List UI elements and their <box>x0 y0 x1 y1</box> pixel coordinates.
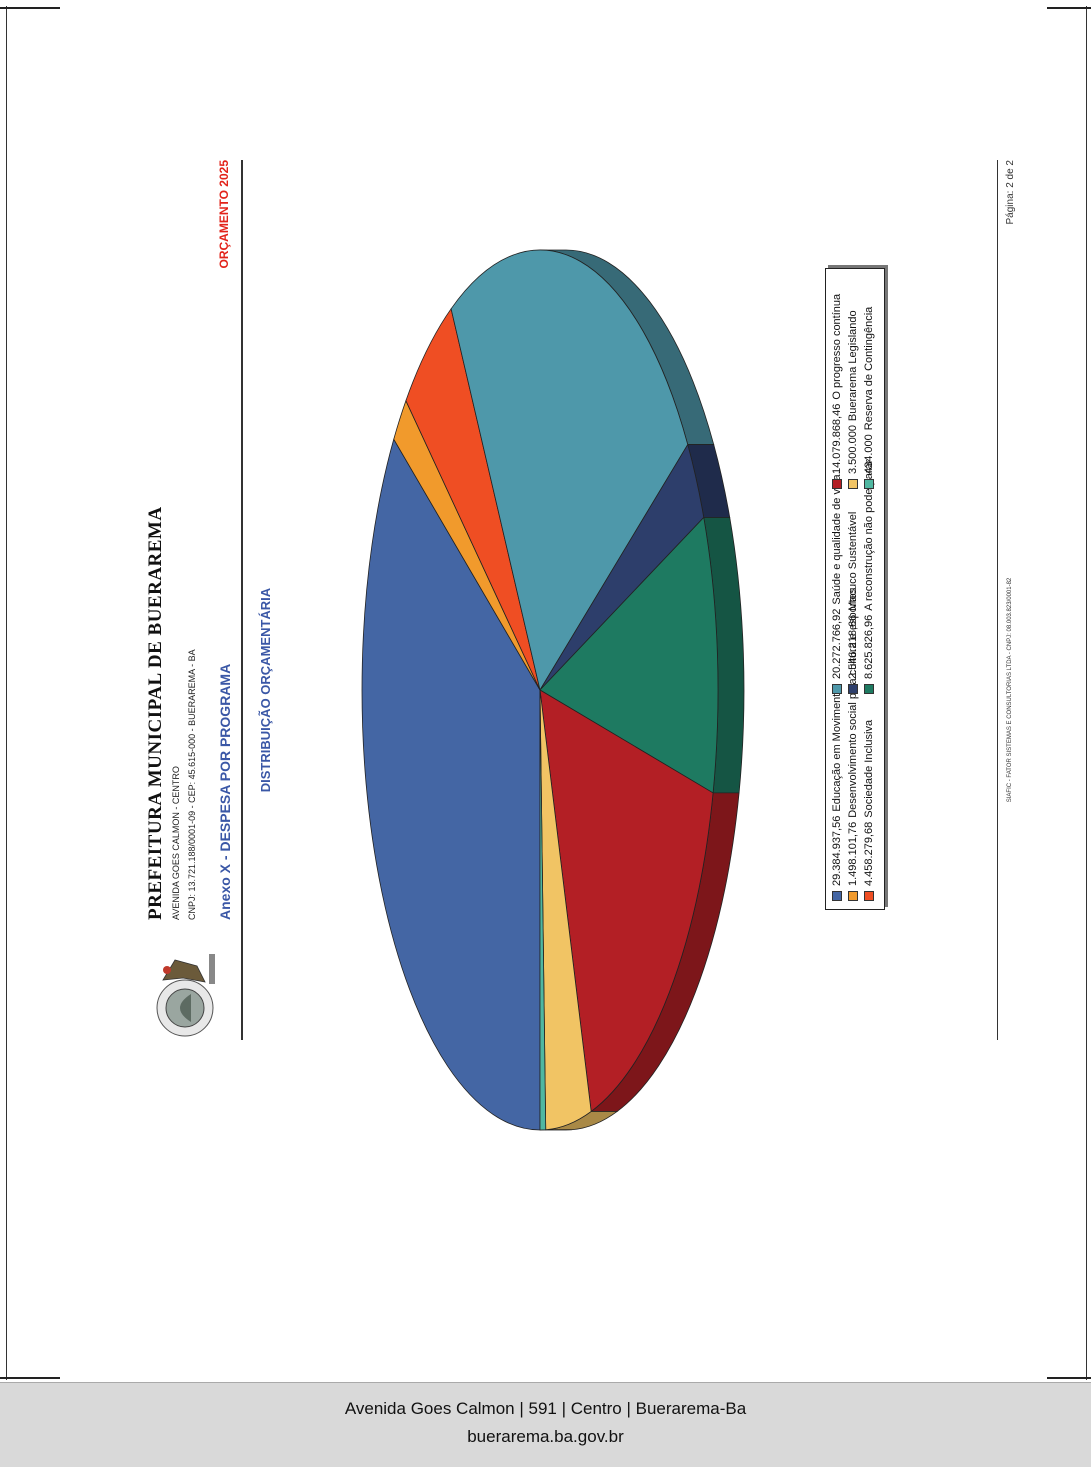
legend-value: 2.546.218,66 <box>847 615 859 679</box>
legend-value: 434.000 <box>863 434 875 474</box>
legend-swatch <box>832 891 842 901</box>
legend-swatch <box>864 684 874 694</box>
legend-label: O progresso contínua <box>831 294 843 400</box>
legend-label: Saúde e qualidade de vida. <box>831 471 843 604</box>
rotated-report-page: PREFEITURA MUNICIPAL DE BUERAREMA AVENID… <box>45 40 1045 1340</box>
site-address: Avenida Goes Calmon | 591 | Centro | Bue… <box>0 1395 1091 1423</box>
legend-item: 29.384.937,56 Educação em Movimento <box>831 688 843 901</box>
page-number: Página: 2 de 2 <box>1005 160 1016 225</box>
legend-value: 1.498.101,76 <box>847 822 859 886</box>
legend-label: Reserva de Contingência <box>863 307 875 431</box>
chart-legend: 29.384.937,56 Educação em Movimento 1.498.… <box>825 268 885 910</box>
legend-swatch <box>832 479 842 489</box>
site-url[interactable]: buerarema.ba.gov.br <box>0 1423 1091 1451</box>
legend-value: 4.458.279,68 <box>863 822 875 886</box>
legend-value: 8.625.826,96 <box>863 615 875 679</box>
document-frame: PREFEITURA MUNICIPAL DE BUERAREMA AVENID… <box>0 0 1091 1380</box>
legend-value: 20.272.766,92 <box>831 609 843 679</box>
pie-chart <box>45 40 1045 1340</box>
legend-label: Educação em Movimento <box>831 688 843 812</box>
legend-swatch <box>864 479 874 489</box>
legend-item: 3.500.000 Buerarema Legislando <box>847 310 859 489</box>
legend-swatch <box>832 684 842 694</box>
legend-swatch <box>864 891 874 901</box>
legend-value: 3.500.000 <box>847 425 859 474</box>
legend-label: Sociedade Inclusiva <box>863 720 875 818</box>
corner-mark <box>1047 1377 1091 1379</box>
legend-value: 29.384.937,56 <box>831 816 843 886</box>
legend-item: 20.272.766,92 Saúde e qualidade de vida. <box>831 471 843 694</box>
corner-mark <box>0 1377 60 1379</box>
legend-item: 14.079.868,46 O progresso contínua <box>831 294 843 489</box>
siafic-footer: SIAFIC - FATOR SISTEMAS E CONSULTORIAS L… <box>1007 40 1013 1340</box>
legend-label: Macuco Sustentável <box>847 512 859 611</box>
legend-swatch <box>848 891 858 901</box>
legend-swatch <box>848 479 858 489</box>
corner-mark <box>0 7 60 9</box>
legend-value: 14.079.868,46 <box>831 404 843 474</box>
legend-label: Buerarema Legislando <box>847 310 859 421</box>
corner-mark <box>1047 7 1091 9</box>
footer-rule <box>997 160 998 1040</box>
legend-item: 434.000 Reserva de Contingência <box>863 307 875 489</box>
legend-item: 2.546.218,66 Macuco Sustentável <box>847 512 859 694</box>
legend-swatch <box>848 684 858 694</box>
site-footer: Avenida Goes Calmon | 591 | Centro | Bue… <box>0 1382 1091 1467</box>
pie-top <box>362 250 718 1130</box>
legend-item: 4.458.279,68 Sociedade Inclusiva <box>863 720 875 901</box>
